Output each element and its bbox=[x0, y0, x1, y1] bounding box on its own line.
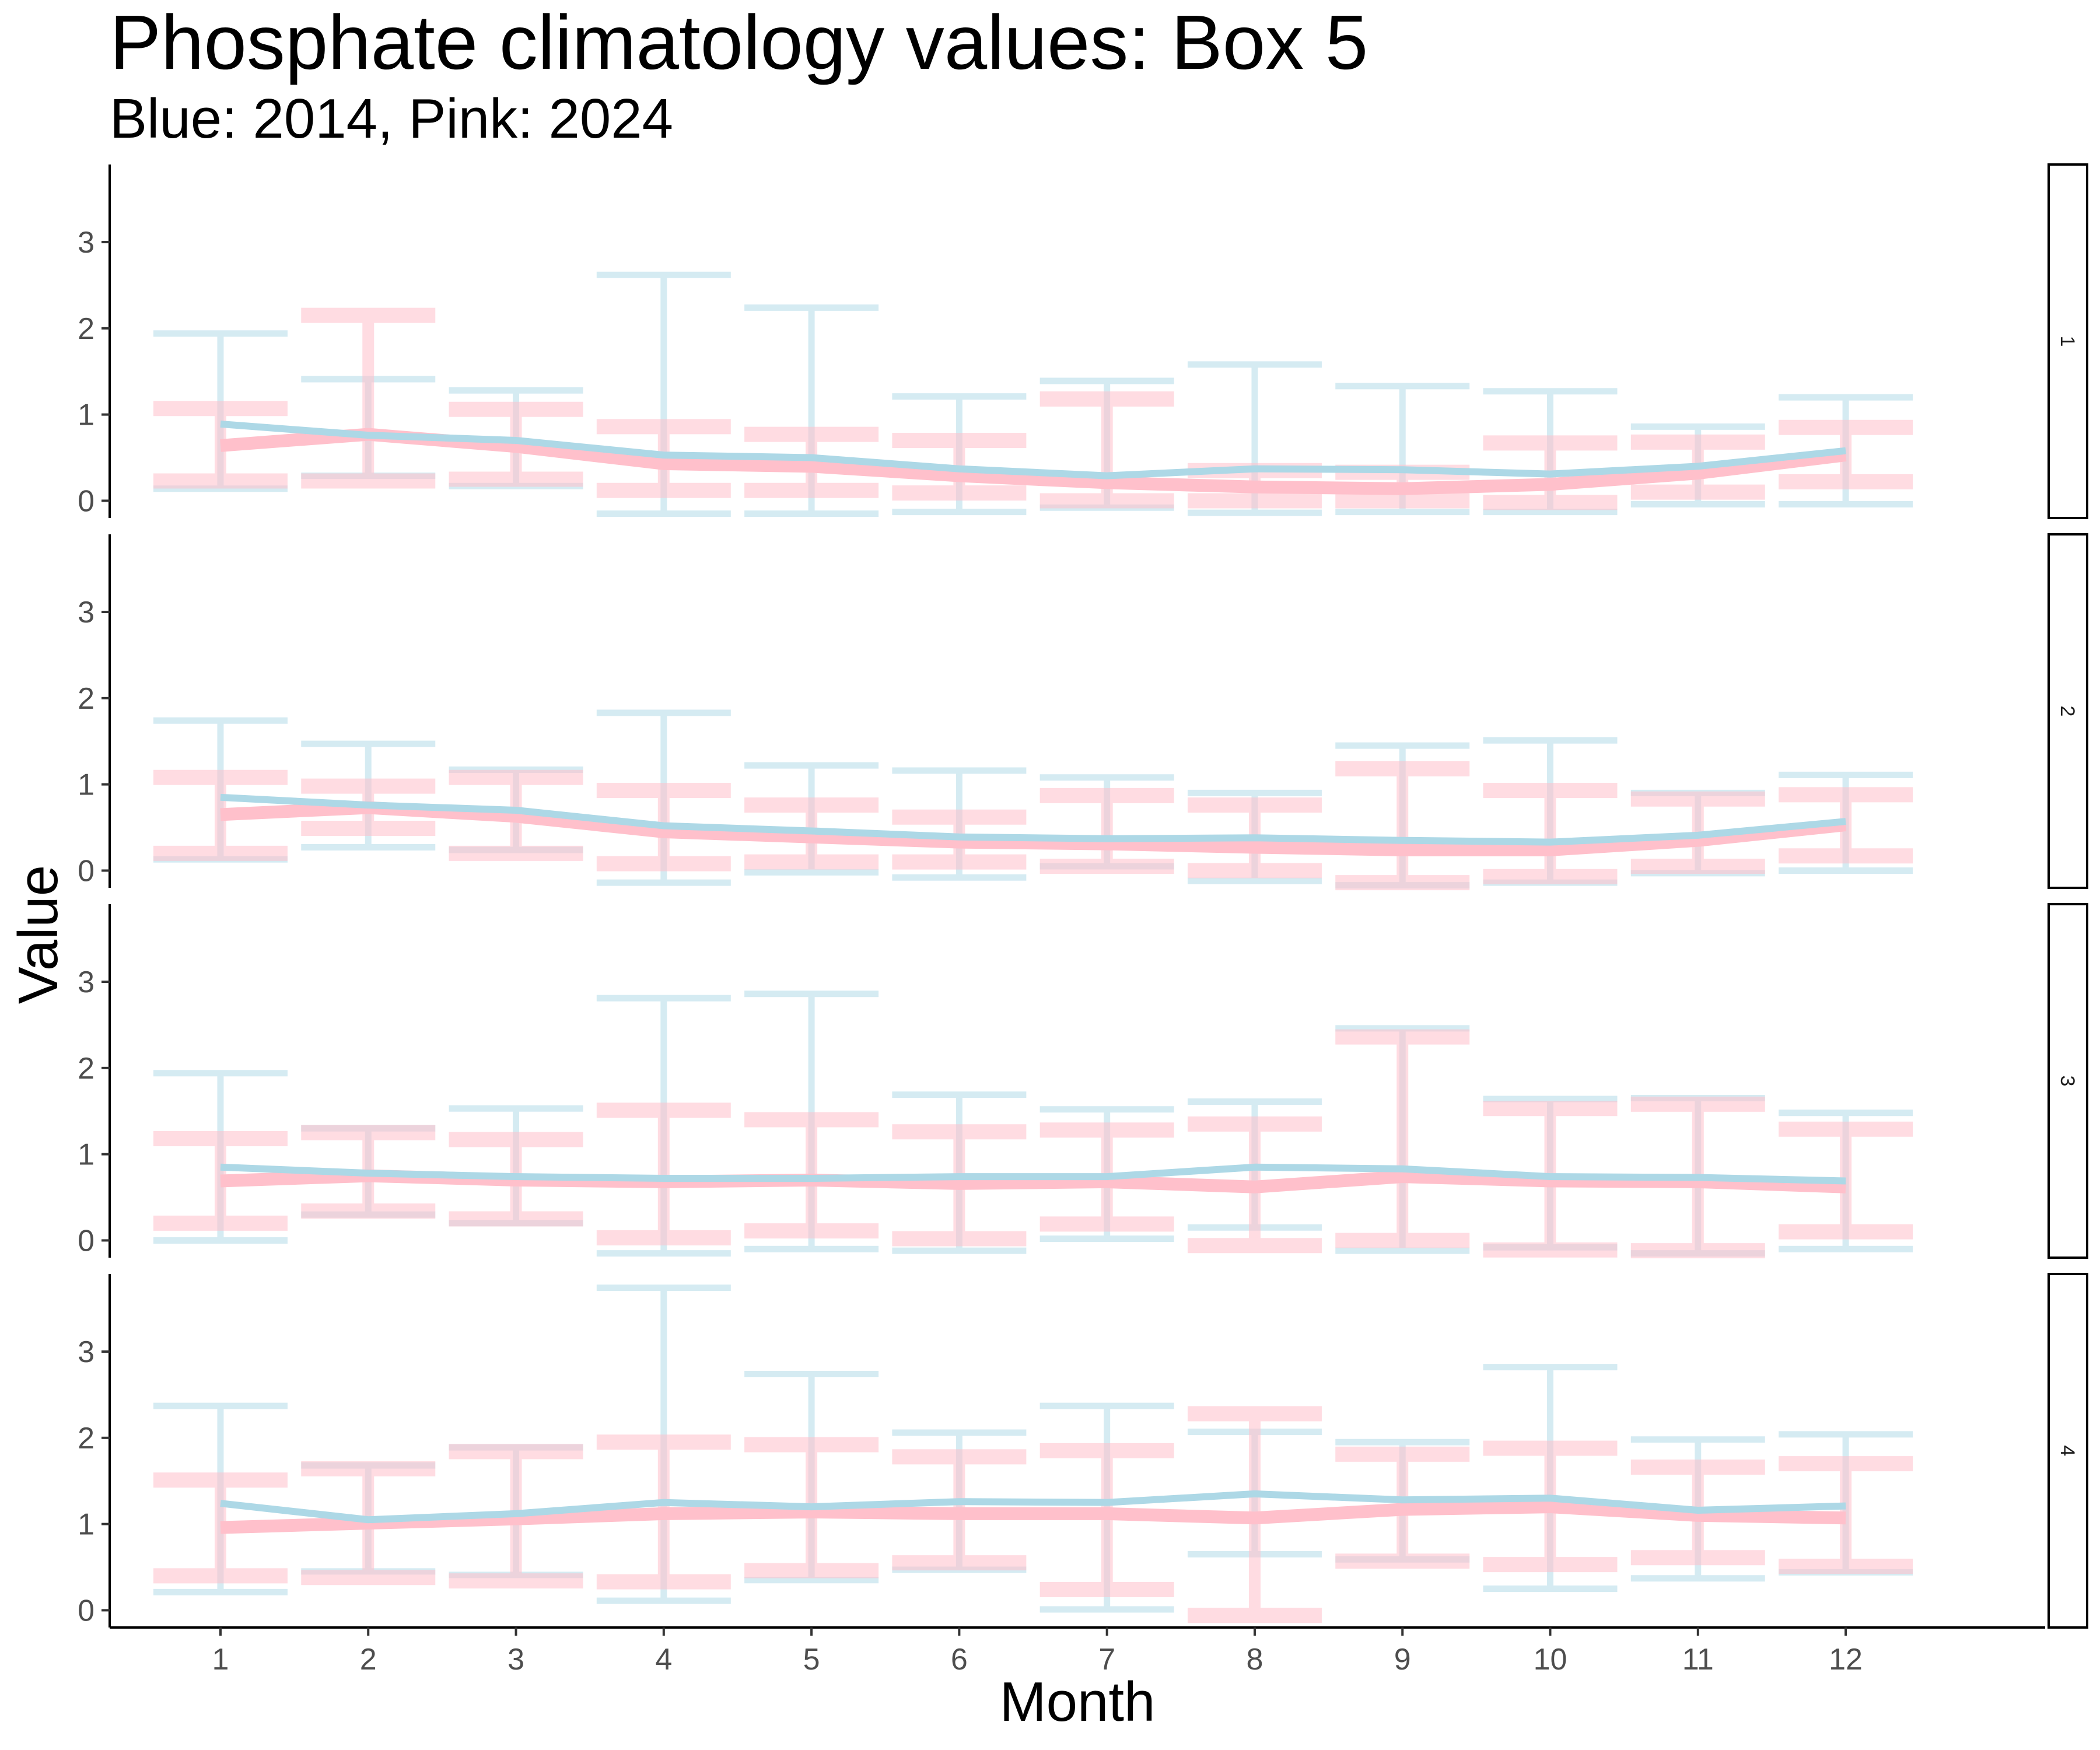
x-tick-label: 2 bbox=[360, 1643, 377, 1676]
facet-strip-4 bbox=[2048, 1273, 2088, 1629]
y-tick-label: 1 bbox=[78, 1138, 94, 1172]
y-tick-label: 2 bbox=[78, 312, 94, 346]
x-tick-label: 10 bbox=[1534, 1643, 1567, 1676]
x-tick-label: 7 bbox=[1098, 1643, 1115, 1676]
x-tick-label: 9 bbox=[1394, 1643, 1411, 1676]
y-tick-label: 0 bbox=[78, 1224, 94, 1258]
y-tick-label: 2 bbox=[78, 682, 94, 716]
chart-subtitle: Blue: 2014, Pink: 2024 bbox=[110, 88, 673, 150]
errorbars-pink bbox=[153, 1029, 1913, 1259]
y-tick-label: 1 bbox=[78, 398, 94, 432]
x-tick-label: 3 bbox=[508, 1643, 524, 1676]
x-tick-label: 8 bbox=[1246, 1643, 1263, 1676]
facet-strip-1 bbox=[2048, 163, 2088, 519]
chart-title: Phosphate climatology values: Box 5 bbox=[110, 0, 1368, 85]
x-axis-title: Month bbox=[1000, 1671, 1156, 1733]
y-tick-label: 3 bbox=[78, 965, 94, 999]
y-axis-title: Value bbox=[7, 865, 69, 1004]
facet-strip-label: 1 bbox=[2056, 336, 2078, 347]
x-tick-label: 12 bbox=[1829, 1643, 1863, 1676]
facet-strip-label: 2 bbox=[2056, 706, 2078, 717]
x-tick-label: 4 bbox=[655, 1643, 672, 1676]
mean-line-blue bbox=[220, 1163, 1846, 1185]
facet-strip-label: 3 bbox=[2056, 1076, 2078, 1087]
mean-line-blue bbox=[220, 1490, 1846, 1524]
x-tick-label: 6 bbox=[951, 1643, 968, 1676]
mean-line-pink bbox=[220, 428, 1847, 495]
facet-strip-2 bbox=[2048, 533, 2088, 889]
y-tick-label: 3 bbox=[78, 596, 94, 629]
facet-panel-1: 0 1 2 3 1 bbox=[78, 163, 2088, 519]
y-tick-label: 0 bbox=[78, 484, 94, 518]
x-tick-label: 11 bbox=[1682, 1643, 1714, 1676]
facet-panel-2: 0 1 2 3 2 bbox=[78, 533, 2088, 891]
mean-line-blue bbox=[220, 793, 1846, 846]
errorbars-pink bbox=[153, 761, 1913, 891]
y-tick-label: 2 bbox=[78, 1422, 94, 1455]
mean-line-pink bbox=[220, 1500, 1846, 1534]
y-tick-label: 3 bbox=[78, 1335, 94, 1369]
x-tick-label: 5 bbox=[803, 1643, 820, 1676]
facet-panel-3: 0 1 2 3 3 bbox=[78, 903, 2088, 1259]
y-tick-label: 1 bbox=[78, 1508, 94, 1542]
y-tick-label: 3 bbox=[78, 226, 94, 260]
y-tick-label: 2 bbox=[78, 1052, 94, 1086]
y-tick-label: 1 bbox=[78, 768, 94, 802]
errorbars-pink bbox=[153, 307, 1913, 510]
mean-line-blue bbox=[220, 420, 1846, 480]
y-tick-label: 0 bbox=[78, 854, 94, 888]
facet-panel-4: 0 1 2 3 4 bbox=[78, 1273, 2088, 1629]
x-tick-label: 1 bbox=[212, 1643, 229, 1676]
mean-line-pink bbox=[220, 801, 1847, 856]
facet-strip-label: 4 bbox=[2056, 1446, 2078, 1457]
facet-strip-3 bbox=[2048, 903, 2088, 1259]
y-tick-label: 0 bbox=[78, 1594, 94, 1628]
